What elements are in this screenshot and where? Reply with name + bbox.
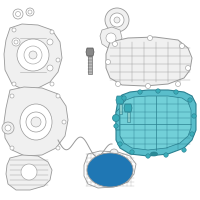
- Circle shape: [138, 90, 142, 94]
- Ellipse shape: [151, 152, 158, 156]
- Ellipse shape: [20, 104, 52, 140]
- Polygon shape: [100, 27, 122, 48]
- Circle shape: [62, 120, 66, 124]
- Circle shape: [26, 112, 46, 132]
- Ellipse shape: [87, 153, 133, 187]
- Circle shape: [5, 125, 11, 131]
- Polygon shape: [106, 37, 192, 86]
- Polygon shape: [6, 155, 52, 190]
- Circle shape: [106, 33, 116, 43]
- Circle shape: [106, 60, 110, 64]
- Polygon shape: [116, 108, 120, 130]
- Circle shape: [112, 42, 118, 46]
- Polygon shape: [4, 87, 68, 156]
- Circle shape: [114, 17, 120, 23]
- Circle shape: [26, 8, 34, 16]
- Circle shape: [176, 82, 180, 86]
- Circle shape: [17, 39, 49, 71]
- Circle shape: [174, 90, 178, 94]
- Circle shape: [12, 28, 16, 32]
- Circle shape: [180, 44, 184, 48]
- Circle shape: [29, 51, 37, 59]
- Circle shape: [156, 89, 160, 93]
- Circle shape: [148, 36, 153, 40]
- Polygon shape: [118, 104, 122, 114]
- Circle shape: [182, 148, 186, 152]
- Circle shape: [146, 154, 150, 158]
- Circle shape: [50, 82, 54, 86]
- Circle shape: [47, 39, 53, 45]
- Circle shape: [12, 38, 20, 46]
- Polygon shape: [86, 48, 94, 56]
- Circle shape: [188, 98, 192, 102]
- Circle shape: [2, 122, 14, 134]
- Circle shape: [118, 142, 122, 146]
- Circle shape: [12, 82, 16, 86]
- Circle shape: [164, 153, 168, 157]
- Circle shape: [130, 150, 134, 154]
- Circle shape: [114, 124, 118, 128]
- Circle shape: [146, 84, 151, 88]
- Circle shape: [56, 146, 60, 150]
- Circle shape: [13, 9, 23, 19]
- Circle shape: [105, 8, 129, 32]
- Circle shape: [10, 94, 14, 98]
- Polygon shape: [116, 90, 196, 156]
- Polygon shape: [124, 104, 132, 112]
- Circle shape: [112, 114, 120, 121]
- Circle shape: [21, 164, 37, 180]
- Circle shape: [116, 82, 120, 86]
- Circle shape: [31, 117, 41, 127]
- Circle shape: [110, 149, 118, 157]
- Circle shape: [56, 58, 60, 62]
- Circle shape: [10, 146, 14, 150]
- Polygon shape: [84, 151, 136, 188]
- Polygon shape: [88, 56, 92, 74]
- Circle shape: [192, 114, 196, 118]
- Circle shape: [16, 11, 21, 17]
- Polygon shape: [116, 96, 124, 104]
- Circle shape: [50, 30, 54, 34]
- Polygon shape: [127, 112, 130, 122]
- Circle shape: [28, 10, 32, 14]
- Circle shape: [24, 46, 42, 64]
- Circle shape: [56, 94, 60, 98]
- Polygon shape: [4, 24, 62, 90]
- Polygon shape: [120, 96, 191, 150]
- Circle shape: [14, 40, 18, 44]
- Circle shape: [110, 13, 124, 27]
- Circle shape: [47, 65, 53, 71]
- Circle shape: [122, 96, 126, 100]
- Circle shape: [190, 132, 194, 136]
- Circle shape: [186, 66, 190, 71]
